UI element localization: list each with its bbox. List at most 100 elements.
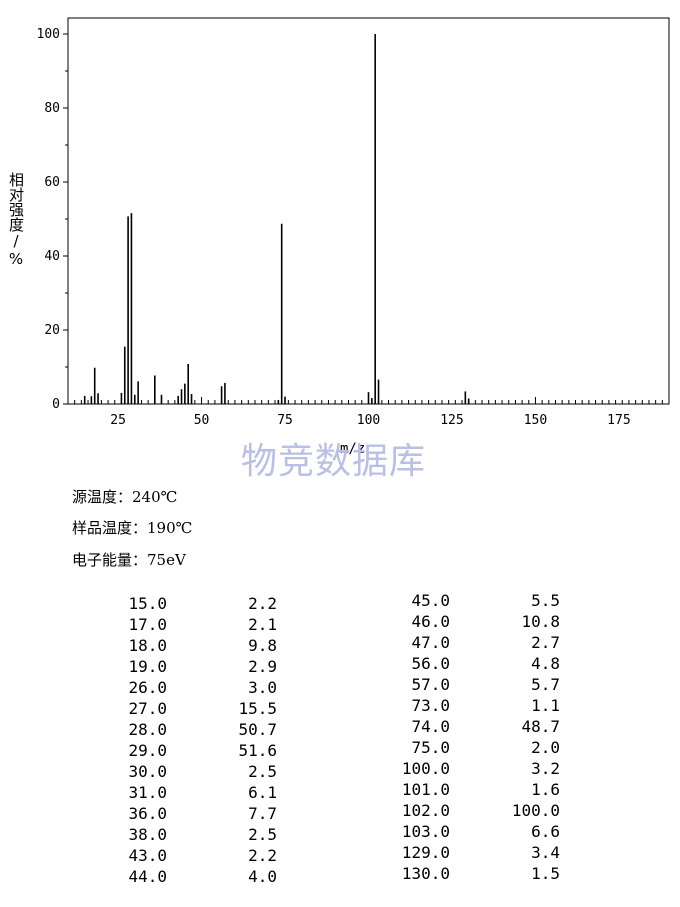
mz-value: 19.0 [128, 657, 167, 676]
mz-value: 74.0 [411, 717, 450, 736]
table-row: 17.0 2.1 [72, 614, 277, 635]
y-tick-label: 20 [44, 323, 60, 338]
mz-value: 17.0 [128, 615, 167, 634]
table-row: 28.0 50.7 [72, 719, 277, 740]
mz-value: 47.0 [411, 633, 450, 652]
mz-value: 30.0 [128, 762, 167, 781]
mz-value: 45.0 [411, 591, 450, 610]
x-tick-label: 125 [440, 413, 463, 428]
abundance-value: 2.9 [248, 657, 277, 676]
mz-value: 18.0 [128, 636, 167, 655]
abundance-value: 50.7 [238, 720, 277, 739]
table-row: 18.0 9.8 [72, 635, 277, 656]
table-row: 73.0 1.1 [355, 695, 560, 716]
table-row: 27.0 15.5 [72, 698, 277, 719]
peak-table-right: 45.0 5.5 46.0 10.8 47.0 2.7 56.0 4.8 57.0 5.7 73.0… [355, 590, 560, 884]
table-row: 101.0 1.6 [355, 779, 560, 800]
y-tick-label: 60 [44, 175, 60, 190]
table-row: 129.0 3.4 [355, 842, 560, 863]
table-row: 130.0 1.5 [355, 863, 560, 884]
abundance-value: 15.5 [238, 699, 277, 718]
abundance-value: 10.8 [521, 612, 560, 631]
mz-value: 31.0 [128, 783, 167, 802]
mz-value: 43.0 [128, 846, 167, 865]
table-row: 29.0 51.6 [72, 740, 277, 761]
abundance-value: 6.1 [248, 783, 277, 802]
abundance-value: 9.8 [248, 636, 277, 655]
table-row: 46.0 10.8 [355, 611, 560, 632]
abundance-value: 1.1 [531, 696, 560, 715]
abundance-value: 1.6 [531, 780, 560, 799]
table-row: 19.0 2.9 [72, 656, 277, 677]
abundance-value: 4.0 [248, 867, 277, 886]
table-row: 43.0 2.2 [72, 845, 277, 866]
table-row: 103.0 6.6 [355, 821, 560, 842]
x-axis-label: m/z [340, 441, 366, 457]
sample-temperature: 样品温度：190℃ [72, 519, 193, 537]
table-row: 45.0 5.5 [355, 590, 560, 611]
electron-energy: 电子能量：75eV [72, 551, 186, 569]
abundance-value: 6.6 [531, 822, 560, 841]
abundance-value: 5.7 [531, 675, 560, 694]
table-row: 102.0 100.0 [355, 800, 560, 821]
y-tick-label: 0 [52, 397, 60, 412]
table-row: 100.0 3.2 [355, 758, 560, 779]
table-row: 74.0 48.7 [355, 716, 560, 737]
mz-value: 28.0 [128, 720, 167, 739]
x-tick-label: 25 [110, 413, 126, 428]
plot-frame [67, 17, 670, 405]
abundance-value: 2.0 [531, 738, 560, 757]
source-temperature: 源温度：240℃ [72, 488, 178, 506]
table-row: 38.0 2.5 [72, 824, 277, 845]
spectrum-bars [83, 34, 470, 404]
table-row: 56.0 4.8 [355, 653, 560, 674]
mz-value: 26.0 [128, 678, 167, 697]
peak-table-left: 15.0 2.2 17.0 2.1 18.0 9.8 19.0 2.9 26.0 3.0 27.0 1… [72, 593, 277, 887]
mz-value: 75.0 [411, 738, 450, 757]
mz-value: 130.0 [401, 864, 450, 883]
mass-spectrum-chart: 0 20 40 60 80 100 25 50 75 100 125 150 175 [37, 17, 670, 428]
table-row: 30.0 2.5 [72, 761, 277, 782]
x-tick-label: 150 [524, 413, 547, 428]
abundance-value: 100.0 [511, 801, 560, 820]
y-axis-label: 相对强度/% [7, 172, 25, 268]
abundance-value: 7.7 [248, 804, 277, 823]
x-tick-label: 50 [194, 413, 210, 428]
mz-value: 100.0 [401, 759, 450, 778]
x-tick-label: 175 [607, 413, 630, 428]
mz-value: 36.0 [128, 804, 167, 823]
abundance-value: 3.2 [531, 759, 560, 778]
table-row: 36.0 7.7 [72, 803, 277, 824]
mz-value: 103.0 [401, 822, 450, 841]
abundance-value: 3.0 [248, 678, 277, 697]
y-tick-label: 100 [37, 27, 60, 42]
watermark-text: 物竞数据库 [241, 441, 427, 482]
abundance-value: 2.5 [248, 825, 277, 844]
mz-value: 129.0 [401, 843, 450, 862]
abundance-value: 3.4 [531, 843, 560, 862]
table-row: 31.0 6.1 [72, 782, 277, 803]
table-row: 47.0 2.7 [355, 632, 560, 653]
abundance-value: 2.7 [531, 633, 560, 652]
x-tick-label: 75 [277, 413, 293, 428]
table-row: 44.0 4.0 [72, 866, 277, 887]
mz-value: 46.0 [411, 612, 450, 631]
abundance-value: 2.2 [248, 846, 277, 865]
y-tick-label: 40 [44, 249, 60, 264]
abundance-value: 1.5 [531, 864, 560, 883]
mz-value: 101.0 [401, 780, 450, 799]
mz-value: 73.0 [411, 696, 450, 715]
x-tick-label: 100 [357, 413, 380, 428]
abundance-value: 2.5 [248, 762, 277, 781]
abundance-value: 2.2 [248, 594, 277, 613]
mz-value: 57.0 [411, 675, 450, 694]
table-row: 57.0 5.7 [355, 674, 560, 695]
mz-value: 27.0 [128, 699, 167, 718]
mz-value: 29.0 [128, 741, 167, 760]
mz-value: 15.0 [128, 594, 167, 613]
abundance-value: 51.6 [238, 741, 277, 760]
abundance-value: 4.8 [531, 654, 560, 673]
mz-value: 102.0 [401, 801, 450, 820]
mz-value: 56.0 [411, 654, 450, 673]
mz-value: 44.0 [128, 867, 167, 886]
